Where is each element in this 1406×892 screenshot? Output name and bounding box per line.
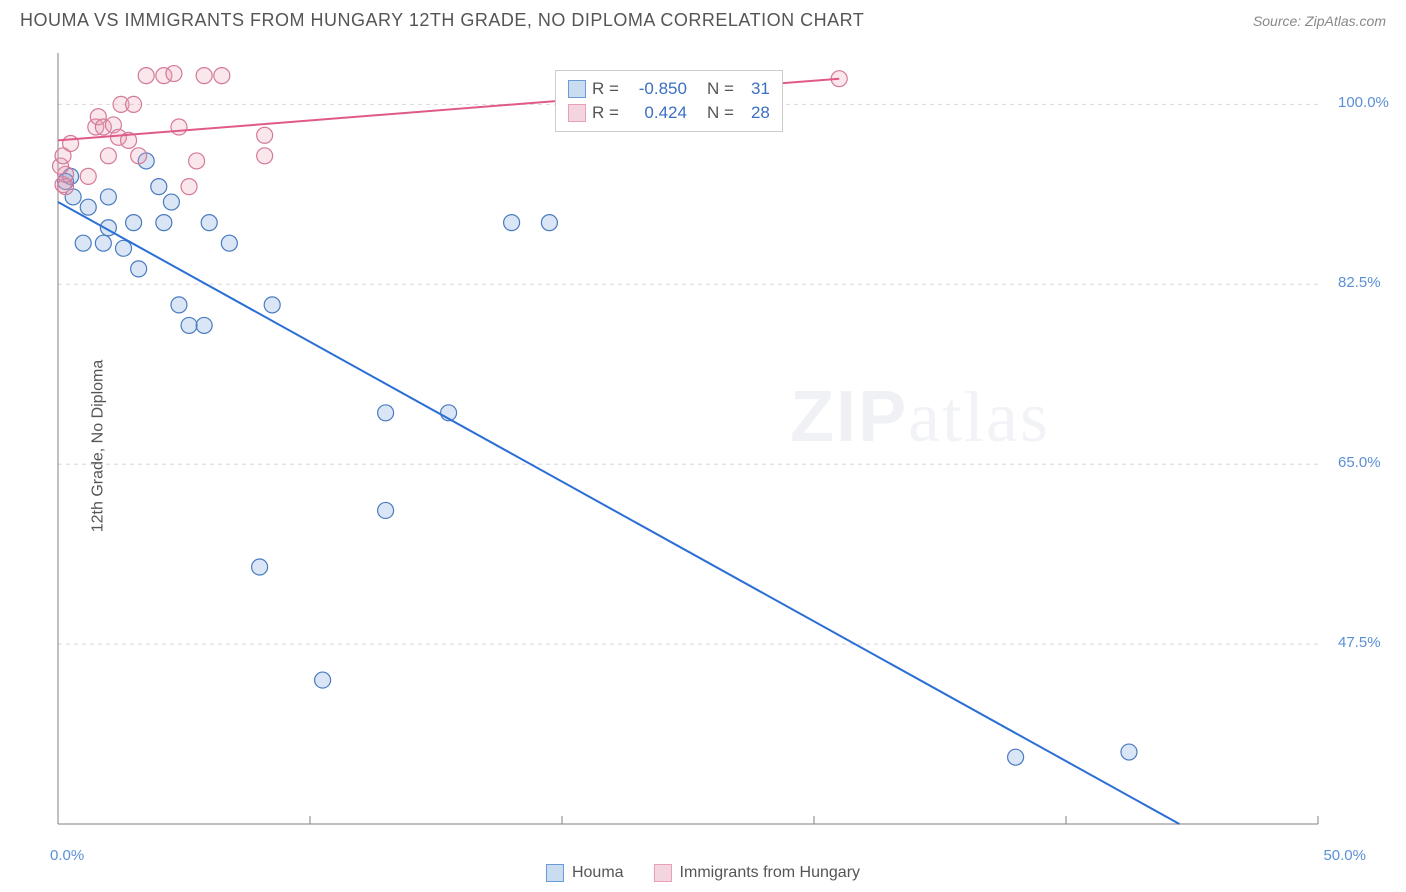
chart-source: Source: ZipAtlas.com — [1253, 13, 1386, 29]
chart-area: ZIPatlas — [50, 45, 1326, 832]
legend-swatch — [568, 104, 586, 122]
y-tick-label: 100.0% — [1338, 94, 1389, 111]
n-value: 28 — [740, 103, 770, 123]
legend-swatch — [568, 80, 586, 98]
stats-row: R = 0.424 N = 28 — [568, 101, 770, 125]
r-label: R = — [592, 103, 619, 123]
x-tick-label-right: 50.0% — [1323, 847, 1366, 864]
scatter-chart — [50, 45, 1326, 832]
chart-title: HOUMA VS IMMIGRANTS FROM HUNGARY 12TH GR… — [20, 10, 864, 31]
legend-swatch — [654, 864, 672, 882]
r-label: R = — [592, 79, 619, 99]
y-tick-label: 65.0% — [1338, 454, 1381, 471]
r-value: 0.424 — [625, 103, 687, 123]
y-tick-label: 82.5% — [1338, 274, 1381, 291]
n-label: N = — [707, 103, 734, 123]
stats-row: R = -0.850 N = 31 — [568, 77, 770, 101]
legend-swatch — [546, 864, 564, 882]
n-label: N = — [707, 79, 734, 99]
legend-label: Houma — [572, 864, 624, 882]
legend-item: Immigrants from Hungary — [654, 864, 861, 882]
y-tick-label: 47.5% — [1338, 634, 1381, 651]
r-value: -0.850 — [625, 79, 687, 99]
n-value: 31 — [740, 79, 770, 99]
legend-label: Immigrants from Hungary — [680, 864, 861, 882]
legend-item: Houma — [546, 864, 624, 882]
stats-legend: R = -0.850 N = 31 R = 0.424 N = 28 — [555, 70, 783, 132]
bottom-legend: Houma Immigrants from Hungary — [546, 864, 860, 882]
chart-header: HOUMA VS IMMIGRANTS FROM HUNGARY 12TH GR… — [0, 0, 1406, 36]
x-tick-label-left: 0.0% — [50, 847, 84, 864]
